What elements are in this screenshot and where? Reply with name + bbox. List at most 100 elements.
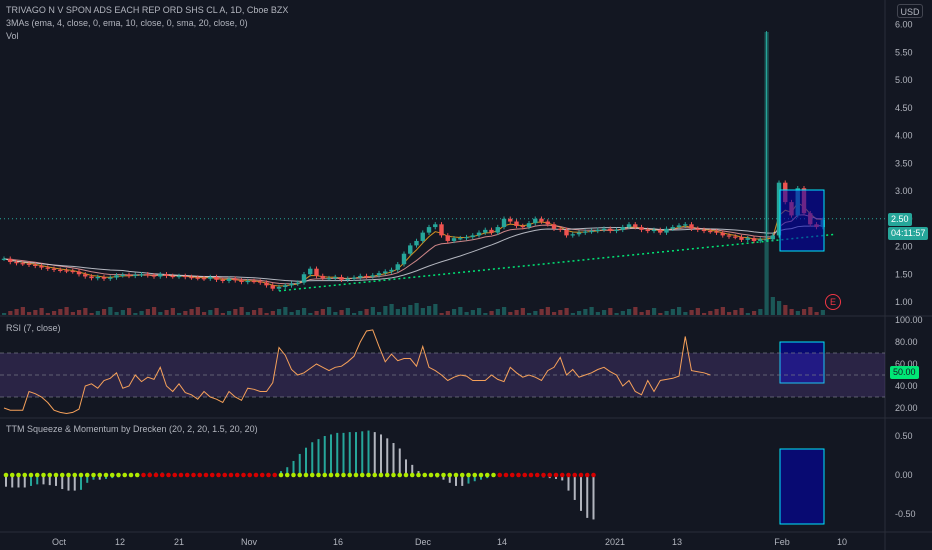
- volume-bar: [527, 313, 532, 315]
- squeeze-dot: [359, 472, 365, 478]
- squeeze-dot: [109, 472, 115, 478]
- candle-body: [470, 235, 475, 238]
- volume-bar: [795, 311, 800, 315]
- squeeze-label[interactable]: TTM Squeeze & Momentum by Drecken (20, 2…: [6, 424, 258, 434]
- candle-body: [76, 271, 82, 275]
- volume-bar: [802, 309, 807, 315]
- candle-body: [408, 245, 413, 254]
- squeeze-dot: [141, 472, 146, 478]
- squeeze-dot: [322, 472, 328, 478]
- candle-body: [101, 277, 107, 279]
- candle-body: [376, 273, 382, 276]
- volume-bar: [695, 308, 700, 315]
- volume-bar: [164, 310, 169, 315]
- highlight-box-price: [779, 189, 825, 252]
- squeeze-dot: [303, 472, 309, 478]
- volume-bar: [158, 312, 163, 315]
- squeeze-dot: [384, 472, 390, 478]
- volume-bar: [645, 310, 650, 315]
- volume-bar: [114, 312, 119, 315]
- ma-indicator-label[interactable]: 3MAs (ema, 4, close, 0, ema, 10, close, …: [6, 18, 248, 28]
- candle-body: [170, 275, 175, 278]
- candle-body: [545, 221, 550, 225]
- currency-button[interactable]: USD: [897, 4, 923, 18]
- squeeze-dot: [466, 472, 471, 478]
- time-axis-label: Oct: [52, 537, 67, 547]
- candle-body: [708, 230, 713, 233]
- squeeze-dot: [428, 472, 434, 478]
- time-axis-label: 14: [497, 537, 507, 547]
- squeeze-dot: [434, 472, 440, 478]
- candle-body: [358, 275, 363, 278]
- highlight-box-rsi: [779, 341, 825, 384]
- squeeze-dot: [247, 472, 253, 478]
- squeeze-dot: [191, 472, 196, 478]
- candle-body: [389, 269, 394, 272]
- candle-body: [383, 271, 388, 274]
- volume-bar: [289, 312, 294, 315]
- candle-body: [645, 229, 650, 232]
- squeeze-dot: [378, 472, 384, 478]
- candle-body: [251, 280, 257, 283]
- volume-bar: [427, 306, 432, 315]
- candle-body: [195, 277, 200, 279]
- candle-body: [20, 263, 25, 265]
- volume-bar: [708, 311, 713, 315]
- volume-bar: [508, 312, 513, 315]
- squeeze-dot: [259, 472, 265, 478]
- squeeze-dot: [528, 472, 534, 478]
- candle-body: [451, 238, 457, 241]
- candle-body: [189, 277, 194, 279]
- candle-body: [751, 238, 757, 241]
- volume-bar: [670, 309, 675, 315]
- candle-body: [583, 231, 588, 233]
- squeeze-dot: [409, 472, 415, 478]
- earnings-marker[interactable]: E: [825, 294, 841, 310]
- volume-bar: [277, 309, 282, 315]
- candle-body: [320, 275, 325, 279]
- candle-body: [326, 278, 332, 280]
- squeeze-dot: [353, 472, 359, 478]
- squeeze-dot: [559, 472, 565, 478]
- candle-body: [364, 275, 369, 278]
- candle-body: [595, 229, 600, 232]
- volume-bar: [727, 312, 732, 315]
- candle-body: [308, 268, 313, 275]
- squeeze-dot: [53, 472, 59, 478]
- candle-body: [289, 283, 294, 286]
- candle-body: [226, 278, 232, 281]
- candle-body: [270, 285, 275, 289]
- squeeze-dot: [197, 472, 203, 478]
- candle-body: [614, 229, 619, 232]
- volume-bar: [233, 309, 238, 315]
- candle-body: [483, 229, 488, 233]
- volume-bar: [758, 309, 763, 315]
- volume-bar: [414, 303, 419, 315]
- candle-body: [258, 281, 263, 283]
- volume-bar: [220, 313, 225, 315]
- volume-bar: [595, 312, 600, 315]
- squeeze-dot: [284, 472, 290, 478]
- squeeze-dot: [416, 472, 421, 478]
- candle-body: [176, 275, 182, 278]
- volume-label[interactable]: Vol: [6, 31, 19, 41]
- bar-countdown-tag: 04:11:57: [888, 227, 929, 240]
- squeeze-dot: [159, 472, 165, 478]
- squeeze-dot: [366, 472, 371, 478]
- volume-bar: [202, 312, 207, 315]
- candle-body: [520, 225, 525, 228]
- time-axis-label: 13: [672, 537, 682, 547]
- volume-bar: [614, 313, 619, 315]
- candle-body: [758, 239, 763, 241]
- price-axis-label: 1.00: [895, 297, 913, 307]
- volume-bar: [333, 312, 338, 315]
- squeeze-dot: [403, 472, 409, 478]
- squeeze-dot: [553, 472, 559, 478]
- candle-body: [739, 237, 744, 240]
- candle-body: [445, 235, 450, 241]
- candle-body: [239, 280, 244, 283]
- squeeze-dot: [572, 472, 578, 478]
- rsi-label[interactable]: RSI (7, close): [6, 323, 61, 333]
- volume-bar: [689, 310, 694, 315]
